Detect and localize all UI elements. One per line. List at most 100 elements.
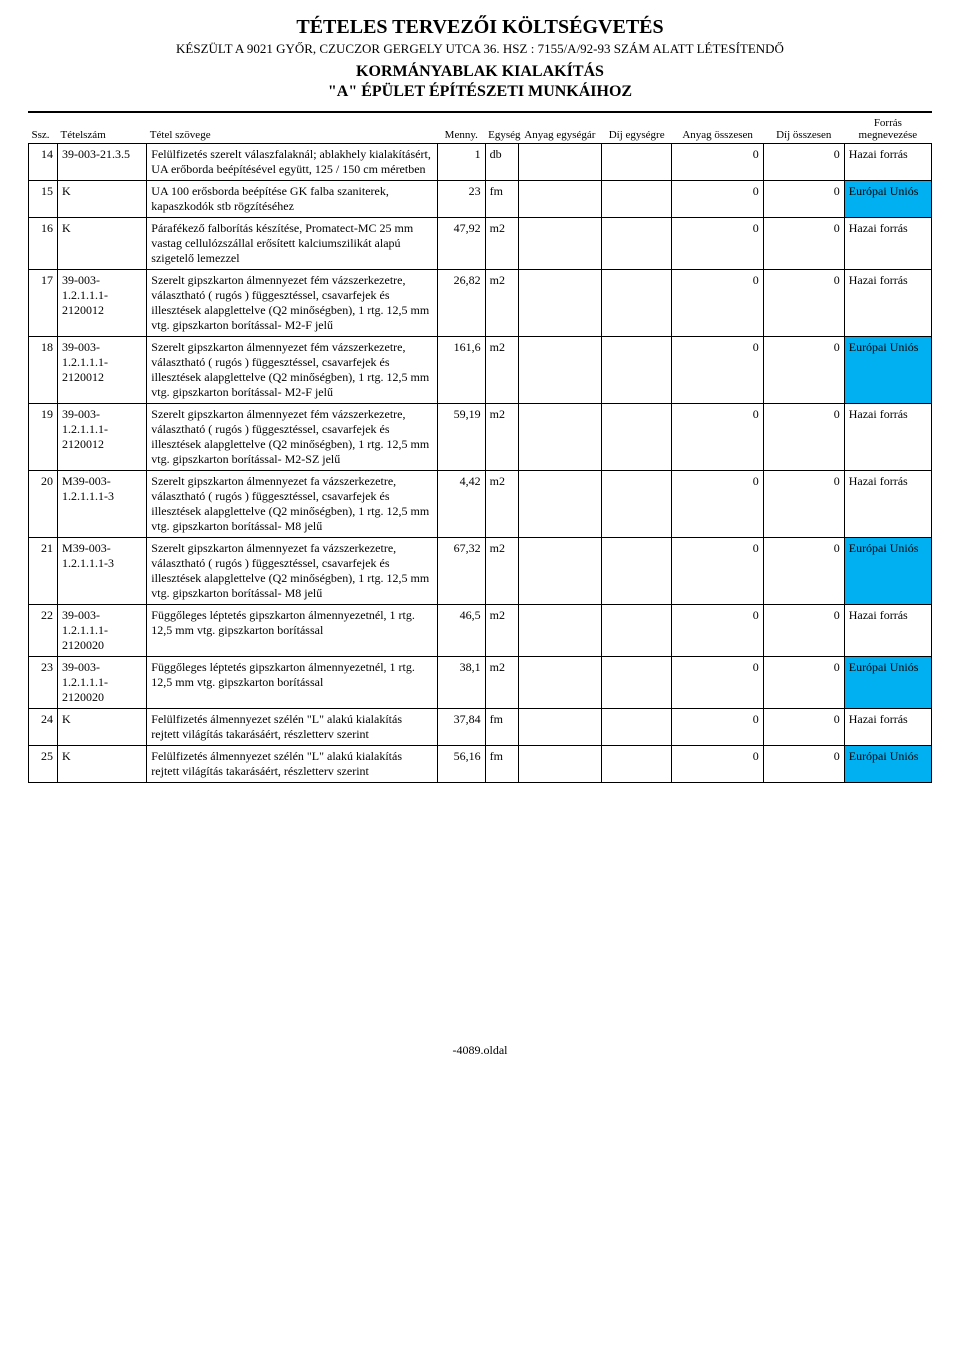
cell-menny: 37,84 (437, 709, 485, 746)
table-body: 1439-003-21.3.5Felülfizetés szerelt vála… (29, 144, 932, 783)
cell-anyag-egysegar (518, 709, 601, 746)
page-footer: -4089.oldal (28, 1043, 932, 1058)
cell-tetelszam: K (58, 746, 147, 783)
cell-tetelszam: M39-003-1.2.1.1.1-3 (58, 471, 147, 538)
cell-dij-osszesen: 0 (763, 218, 844, 270)
cell-dij-osszesen: 0 (763, 404, 844, 471)
cell-dij-osszesen: 0 (763, 746, 844, 783)
table-row: 1839-003-1.2.1.1.1-2120012Szerelt gipszk… (29, 337, 932, 404)
cell-ssz: 17 (29, 270, 58, 337)
cell-dij-osszesen: 0 (763, 709, 844, 746)
cell-egyseg: m2 (485, 404, 518, 471)
page: TÉTELES TERVEZŐI KÖLTSÉGVETÉS KÉSZÜLT A … (0, 0, 960, 1082)
subtitle: KÉSZÜLT A 9021 GYŐR, CZUCZOR GERGELY UTC… (28, 41, 932, 57)
cell-forras: Hazai forrás (844, 404, 931, 471)
cell-anyag-egysegar (518, 337, 601, 404)
cell-szoveg: Szerelt gipszkarton álmennyezet fa vázsz… (147, 471, 438, 538)
cell-dij-osszesen: 0 (763, 471, 844, 538)
cell-anyag-osszesen: 0 (672, 471, 763, 538)
col-forras-line2: megnevezése (859, 129, 918, 141)
cell-szoveg: UA 100 erősborda beépítése GK falba szan… (147, 181, 438, 218)
cell-anyag-osszesen: 0 (672, 270, 763, 337)
cell-menny: 56,16 (437, 746, 485, 783)
title-main: TÉTELES TERVEZŐI KÖLTSÉGVETÉS (28, 16, 932, 39)
cell-dij-osszesen: 0 (763, 270, 844, 337)
cell-dij-osszesen: 0 (763, 538, 844, 605)
cell-egyseg: m2 (485, 605, 518, 657)
table-row: 15KUA 100 erősborda beépítése GK falba s… (29, 181, 932, 218)
cell-dij-egysegre (601, 181, 672, 218)
cell-ssz: 23 (29, 657, 58, 709)
cell-menny: 67,32 (437, 538, 485, 605)
cell-tetelszam: 39-003-1.2.1.1.1-2120020 (58, 657, 147, 709)
cell-ssz: 20 (29, 471, 58, 538)
cell-egyseg: m2 (485, 538, 518, 605)
cost-table: Ssz. Tételszám Tétel szövege Menny. Egys… (28, 115, 932, 783)
col-dij-osszesen: Díj összesen (763, 115, 844, 144)
col-anyag-egysegar: Anyag egységár (518, 115, 601, 144)
cell-ssz: 21 (29, 538, 58, 605)
cell-forras: Hazai forrás (844, 709, 931, 746)
table-row: 16KPárafékező falborítás készítése, Prom… (29, 218, 932, 270)
table-head: Ssz. Tételszám Tétel szövege Menny. Egys… (29, 115, 932, 144)
cell-tetelszam: 39-003-1.2.1.1.1-2120012 (58, 270, 147, 337)
cell-szoveg: Szerelt gipszkarton álmennyezet fém vázs… (147, 270, 438, 337)
cell-forras: Hazai forrás (844, 605, 931, 657)
table-row: 20M39-003-1.2.1.1.1-3Szerelt gipszkarton… (29, 471, 932, 538)
col-forras-line1: Forrás (874, 117, 902, 129)
cell-tetelszam: K (58, 709, 147, 746)
cell-dij-egysegre (601, 471, 672, 538)
cell-szoveg: Szerelt gipszkarton álmennyezet fém vázs… (147, 404, 438, 471)
cell-szoveg: Függőleges léptetés gipszkarton álmennye… (147, 657, 438, 709)
cell-tetelszam: K (58, 181, 147, 218)
cell-menny: 23 (437, 181, 485, 218)
cell-szoveg: Felülfizetés álmennyezet szélén "L" alak… (147, 746, 438, 783)
title-3: "A" ÉPÜLET ÉPÍTÉSZETI MUNKÁIHOZ (28, 83, 932, 101)
cell-forras: Európai Uniós (844, 657, 931, 709)
cell-dij-egysegre (601, 746, 672, 783)
cell-menny: 47,92 (437, 218, 485, 270)
cell-egyseg: m2 (485, 657, 518, 709)
cell-ssz: 15 (29, 181, 58, 218)
table-row: 1739-003-1.2.1.1.1-2120012Szerelt gipszk… (29, 270, 932, 337)
table-row: 2239-003-1.2.1.1.1-2120020Függőleges lép… (29, 605, 932, 657)
cell-egyseg: m2 (485, 337, 518, 404)
col-menny: Menny. (437, 115, 485, 144)
table-row: 21M39-003-1.2.1.1.1-3Szerelt gipszkarton… (29, 538, 932, 605)
cell-anyag-osszesen: 0 (672, 404, 763, 471)
cell-anyag-osszesen: 0 (672, 709, 763, 746)
cell-forras: Hazai forrás (844, 218, 931, 270)
cell-anyag-osszesen: 0 (672, 181, 763, 218)
col-ssz: Ssz. (29, 115, 58, 144)
cell-menny: 26,82 (437, 270, 485, 337)
cell-anyag-osszesen: 0 (672, 657, 763, 709)
cell-dij-osszesen: 0 (763, 605, 844, 657)
cell-ssz: 16 (29, 218, 58, 270)
cell-egyseg: fm (485, 709, 518, 746)
cell-anyag-egysegar (518, 270, 601, 337)
table-row: 1939-003-1.2.1.1.1-2120012Szerelt gipszk… (29, 404, 932, 471)
table-row: 1439-003-21.3.5Felülfizetés szerelt vála… (29, 144, 932, 181)
cell-anyag-osszesen: 0 (672, 218, 763, 270)
col-egyseg: Egység (485, 115, 518, 144)
cell-anyag-osszesen: 0 (672, 538, 763, 605)
cell-menny: 46,5 (437, 605, 485, 657)
cell-egyseg: fm (485, 746, 518, 783)
cell-anyag-egysegar (518, 657, 601, 709)
cell-dij-egysegre (601, 657, 672, 709)
cell-forras: Európai Uniós (844, 538, 931, 605)
cell-dij-osszesen: 0 (763, 657, 844, 709)
cell-tetelszam: M39-003-1.2.1.1.1-3 (58, 538, 147, 605)
col-tetelszam: Tételszám (58, 115, 147, 144)
cell-dij-osszesen: 0 (763, 181, 844, 218)
cell-szoveg: Szerelt gipszkarton álmennyezet fém vázs… (147, 337, 438, 404)
rule-top-thick (28, 111, 932, 113)
col-forras: Forrás megnevezése (844, 115, 931, 144)
cell-dij-osszesen: 0 (763, 337, 844, 404)
cell-anyag-osszesen: 0 (672, 144, 763, 181)
cell-ssz: 19 (29, 404, 58, 471)
cell-anyag-osszesen: 0 (672, 605, 763, 657)
cell-forras: Hazai forrás (844, 144, 931, 181)
cell-dij-osszesen: 0 (763, 144, 844, 181)
cell-ssz: 25 (29, 746, 58, 783)
